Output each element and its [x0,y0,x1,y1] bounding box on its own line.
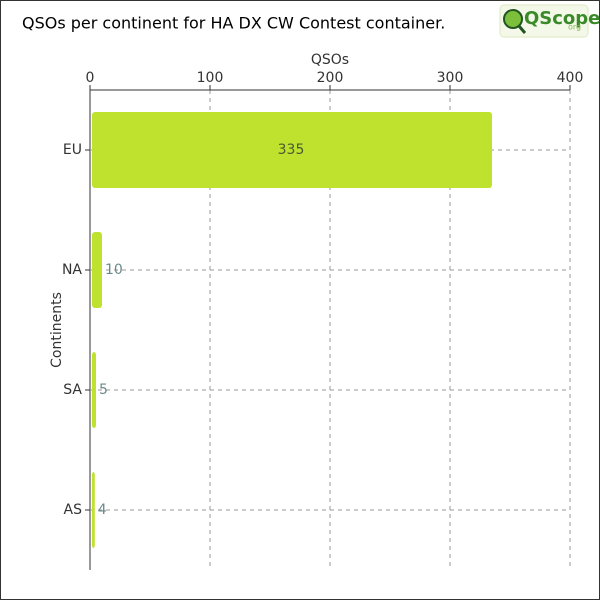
logo-icon [517,25,527,34]
value-label: 335 [278,142,305,158]
y-axis-label: Continents [49,292,65,368]
chart-title: QSOs per continent for HA DX CW Contest … [22,14,445,33]
y-tick-label: EU [63,142,82,158]
value-label: 4 [98,502,107,518]
x-tick-label: 300 [437,70,464,86]
x-axis-label: QSOs [311,52,349,68]
y-tick-label: NA [62,262,82,278]
logo-text: QScope [524,8,600,29]
bar [92,232,102,308]
y-tick-label: AS [64,502,83,518]
logo-suffix: org [568,23,581,32]
bar [92,112,492,188]
bar [92,352,96,428]
y-tick-label: SA [63,382,82,398]
logo-icon [503,9,523,29]
bar [92,472,95,548]
value-label: 5 [99,382,108,398]
x-tick-label: 100 [197,70,224,86]
x-tick-label: 0 [86,70,95,86]
logo: QScope org [499,4,600,38]
x-tick-label: 200 [317,70,344,86]
x-tick-label: 400 [557,70,584,86]
value-label: 10 [105,262,123,278]
